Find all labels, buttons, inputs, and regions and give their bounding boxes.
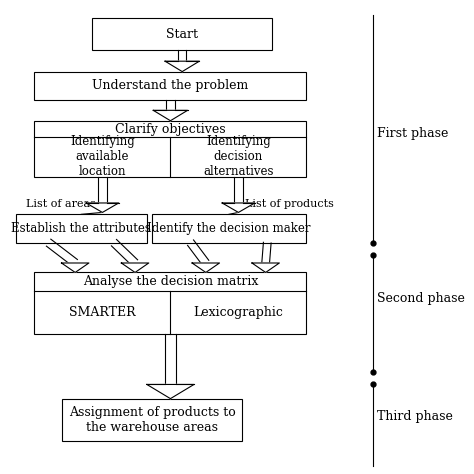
Text: First phase: First phase [377,127,448,139]
Text: Analyse the decision matrix: Analyse the decision matrix [83,275,258,288]
Polygon shape [252,263,279,273]
Text: Identifying
available
location: Identifying available location [70,136,135,179]
Text: Second phase: Second phase [377,292,465,305]
Polygon shape [153,110,188,121]
Text: Establish the attributes: Establish the attributes [11,222,151,235]
Text: Lexicographic: Lexicographic [193,306,283,319]
Text: List of areas: List of areas [26,199,96,209]
Bar [35,72,307,100]
Polygon shape [192,263,219,273]
Bar [16,214,146,243]
Text: Identifying
decision
alternatives: Identifying decision alternatives [203,136,273,179]
Text: Clarify objectives: Clarify objectives [115,123,226,136]
Polygon shape [165,61,200,72]
Bar [35,273,307,334]
Text: Assignment of products to
the warehouse areas: Assignment of products to the warehouse … [69,406,236,434]
Text: Understand the problem: Understand the problem [92,79,248,92]
Text: SMARTER: SMARTER [69,306,136,319]
Bar [152,214,306,243]
Bar [62,399,242,441]
Polygon shape [121,263,149,273]
Text: Identify the decision maker: Identify the decision maker [147,222,310,235]
Text: List of products: List of products [245,199,334,209]
Text: Third phase: Third phase [377,410,453,423]
Polygon shape [147,384,194,399]
Polygon shape [222,203,255,212]
Bar [92,18,272,50]
Polygon shape [62,263,89,273]
Polygon shape [86,203,118,212]
Text: Start: Start [166,28,198,41]
Bar [35,121,307,176]
